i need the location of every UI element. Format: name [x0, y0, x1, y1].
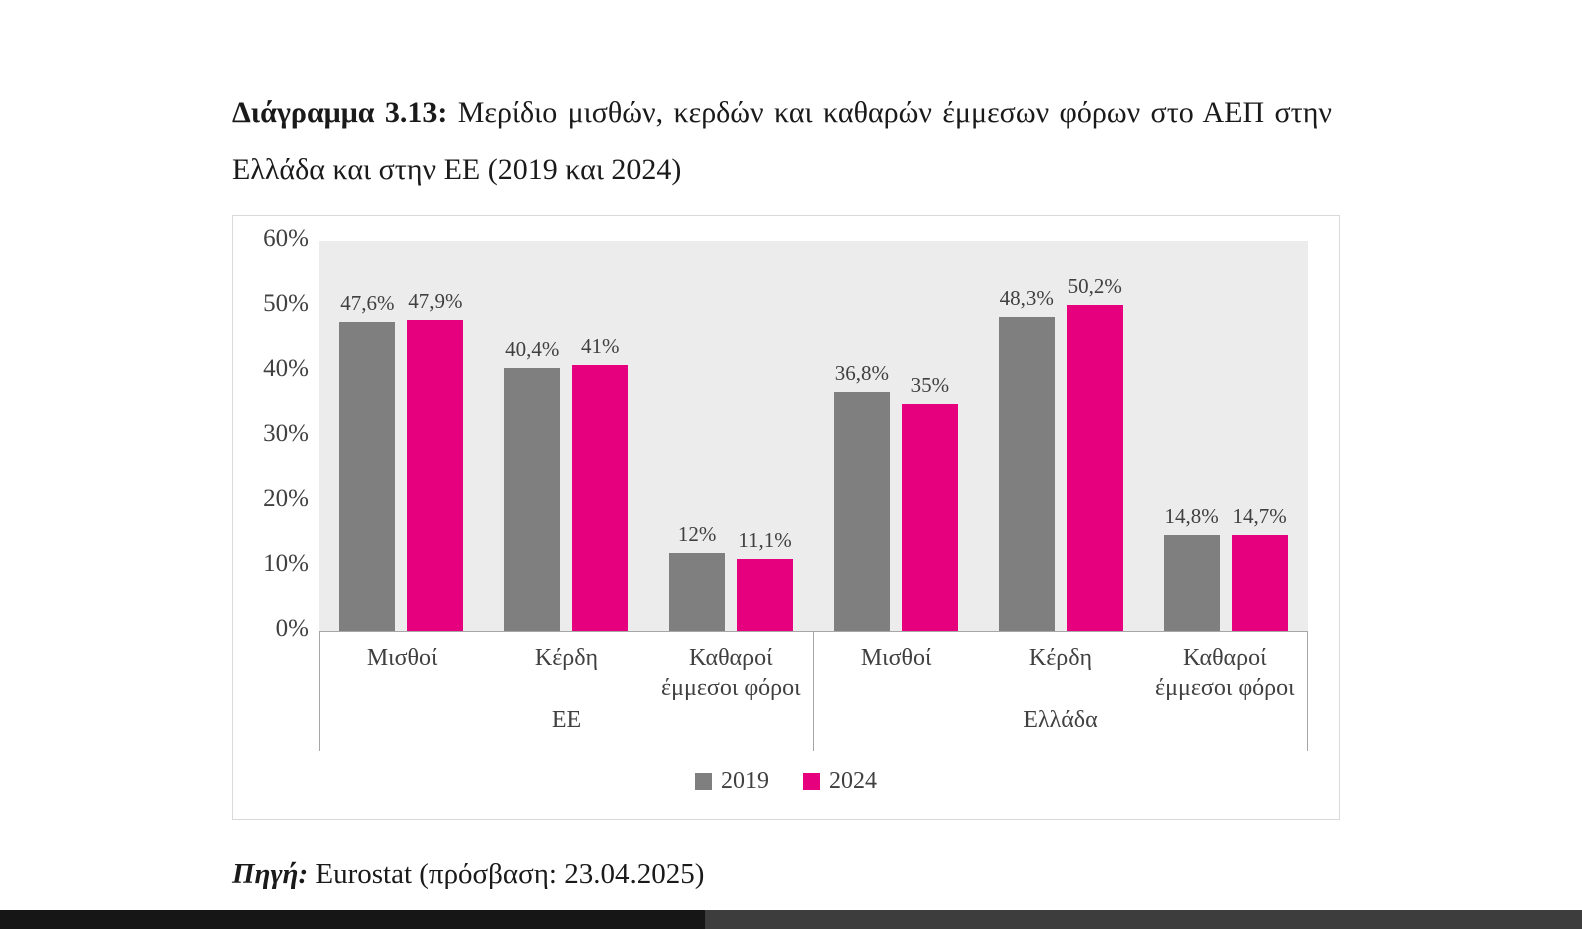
legend-label-2024: 2024	[829, 768, 877, 794]
figure-title: Διάγραμμα 3.13: Μερίδιο μισθών, κερδών κ…	[232, 84, 1332, 198]
category-label: Κέρδη	[1028, 645, 1093, 671]
y-tick-label: 50%	[263, 290, 309, 317]
bar-rect-2019	[833, 391, 890, 631]
bar-rect-2019	[998, 317, 1055, 631]
category-cell: 36,8% 35%	[814, 241, 979, 631]
bar-value-label: 14,8%	[1164, 503, 1219, 528]
bottom-bar-left-segment	[0, 910, 705, 929]
y-tick-label: 10%	[263, 550, 309, 577]
axis-group-ΕΕ: Μισθοί Κέρδη Καθαροί έμμεσοι φόροι ΕΕ	[319, 631, 814, 751]
bar-group-Ελλάδα: 36,8% 35% 48,3% 50,2% 14,8% 14,7%	[814, 241, 1309, 631]
bar-2024: 47,9%	[407, 241, 464, 631]
bottom-bar	[0, 910, 1582, 929]
bar-rect-2019	[504, 368, 561, 631]
bar-value-label: 36,8%	[834, 360, 890, 385]
legend-swatch-2024	[803, 773, 820, 790]
source-line: Πηγή: Eurostat (πρόσβαση: 23.04.2025)	[232, 858, 704, 891]
figure-title-text: Μερίδιο μισθών, κερδών και καθαρών έμμεσ…	[232, 96, 1332, 186]
bar-2019: 40,4%	[504, 241, 561, 631]
group-label: Ελλάδα	[1023, 707, 1098, 733]
y-tick-label: 20%	[263, 485, 309, 512]
bar-group-ΕΕ: 47,6% 47,9% 40,4% 41% 12% 11,1%	[319, 241, 814, 631]
legend-swatch-2019	[695, 773, 712, 790]
category-label-row: Μισθοί Κέρδη Καθαροί έμμεσοι φόροι	[320, 631, 813, 707]
bar-2024: 41%	[572, 241, 629, 631]
legend-item-2019: 2019	[695, 768, 769, 795]
bar-rect-2024	[737, 558, 794, 631]
chart-box: 47,6% 47,9% 40,4% 41% 12% 11,1% 36,8% 35% 48,3% 5…	[232, 215, 1340, 820]
chart-legend: 2019 2024	[233, 768, 1339, 795]
y-tick-label: 40%	[263, 355, 309, 382]
bar-value-label: 14,7%	[1232, 504, 1287, 529]
category-cell: 14,8% 14,7%	[1143, 241, 1308, 631]
category-cell: 48,3% 50,2%	[978, 241, 1143, 631]
source-prefix: Πηγή:	[232, 858, 309, 890]
bar-value-label: 35%	[910, 372, 950, 397]
bar-rect-2024	[1066, 304, 1123, 631]
bar-rect-2024	[901, 403, 958, 631]
bar-2024: 11,1%	[737, 241, 794, 631]
bar-value-label: 11,1%	[738, 527, 792, 552]
category-label: Μισθοί	[366, 645, 438, 671]
category-label: Καθαροί έμμεσοι φόροι	[1155, 645, 1295, 701]
bar-rect-2024	[572, 364, 629, 631]
bar-value-label: 41%	[580, 333, 620, 358]
legend-label-2019: 2019	[721, 768, 769, 794]
category-label-row: Μισθοί Κέρδη Καθαροί έμμεσοι φόροι	[814, 631, 1307, 707]
bar-rect-2019	[1163, 534, 1220, 631]
bar-2019: 14,8%	[1163, 241, 1220, 631]
plot-area: 47,6% 47,9% 40,4% 41% 12% 11,1% 36,8% 35% 48,3% 5…	[319, 241, 1308, 631]
bar-value-label: 48,3%	[999, 286, 1054, 311]
bar-rect-2024	[1231, 535, 1288, 631]
y-tick-label: 30%	[263, 420, 309, 447]
bar-rect-2019	[339, 321, 396, 631]
bar-2019: 47,6%	[339, 241, 396, 631]
figure-title-number: Διάγραμμα 3.13:	[232, 96, 448, 129]
legend-item-2024: 2024	[803, 768, 877, 795]
bar-rect-2019	[669, 553, 726, 631]
category-cell: 47,6% 47,9%	[319, 241, 484, 631]
bar-2024: 50,2%	[1066, 241, 1123, 631]
source-text: Eurostat (πρόσβαση: 23.04.2025)	[308, 858, 705, 890]
group-label: ΕΕ	[551, 707, 582, 733]
bar-2024: 35%	[901, 241, 958, 631]
bar-value-label: 40,4%	[505, 337, 560, 362]
category-cell: 12% 11,1%	[649, 241, 814, 631]
bar-value-label: 50,2%	[1067, 273, 1122, 298]
category-label: Κέρδη	[534, 645, 599, 671]
y-tick-label: 60%	[263, 225, 309, 252]
bar-2019: 12%	[669, 241, 726, 631]
axis-group-Ελλάδα: Μισθοί Κέρδη Καθαροί έμμεσοι φόροι Ελλάδα	[814, 631, 1308, 751]
y-tick-label: 0%	[275, 615, 309, 642]
category-cell: 40,4% 41%	[484, 241, 649, 631]
bar-2019: 48,3%	[998, 241, 1055, 631]
bar-value-label: 47,6%	[340, 290, 395, 315]
category-label: Καθαροί έμμεσοι φόροι	[661, 645, 801, 701]
bar-value-label: 12%	[677, 522, 717, 546]
bar-rect-2024	[407, 319, 464, 631]
category-label: Μισθοί	[860, 645, 932, 671]
bar-2019: 36,8%	[833, 241, 890, 631]
bar-2024: 14,7%	[1231, 241, 1288, 631]
category-axis: Μισθοί Κέρδη Καθαροί έμμεσοι φόροι ΕΕ Μισθοί…	[319, 631, 1308, 751]
bar-value-label: 47,9%	[408, 288, 463, 313]
